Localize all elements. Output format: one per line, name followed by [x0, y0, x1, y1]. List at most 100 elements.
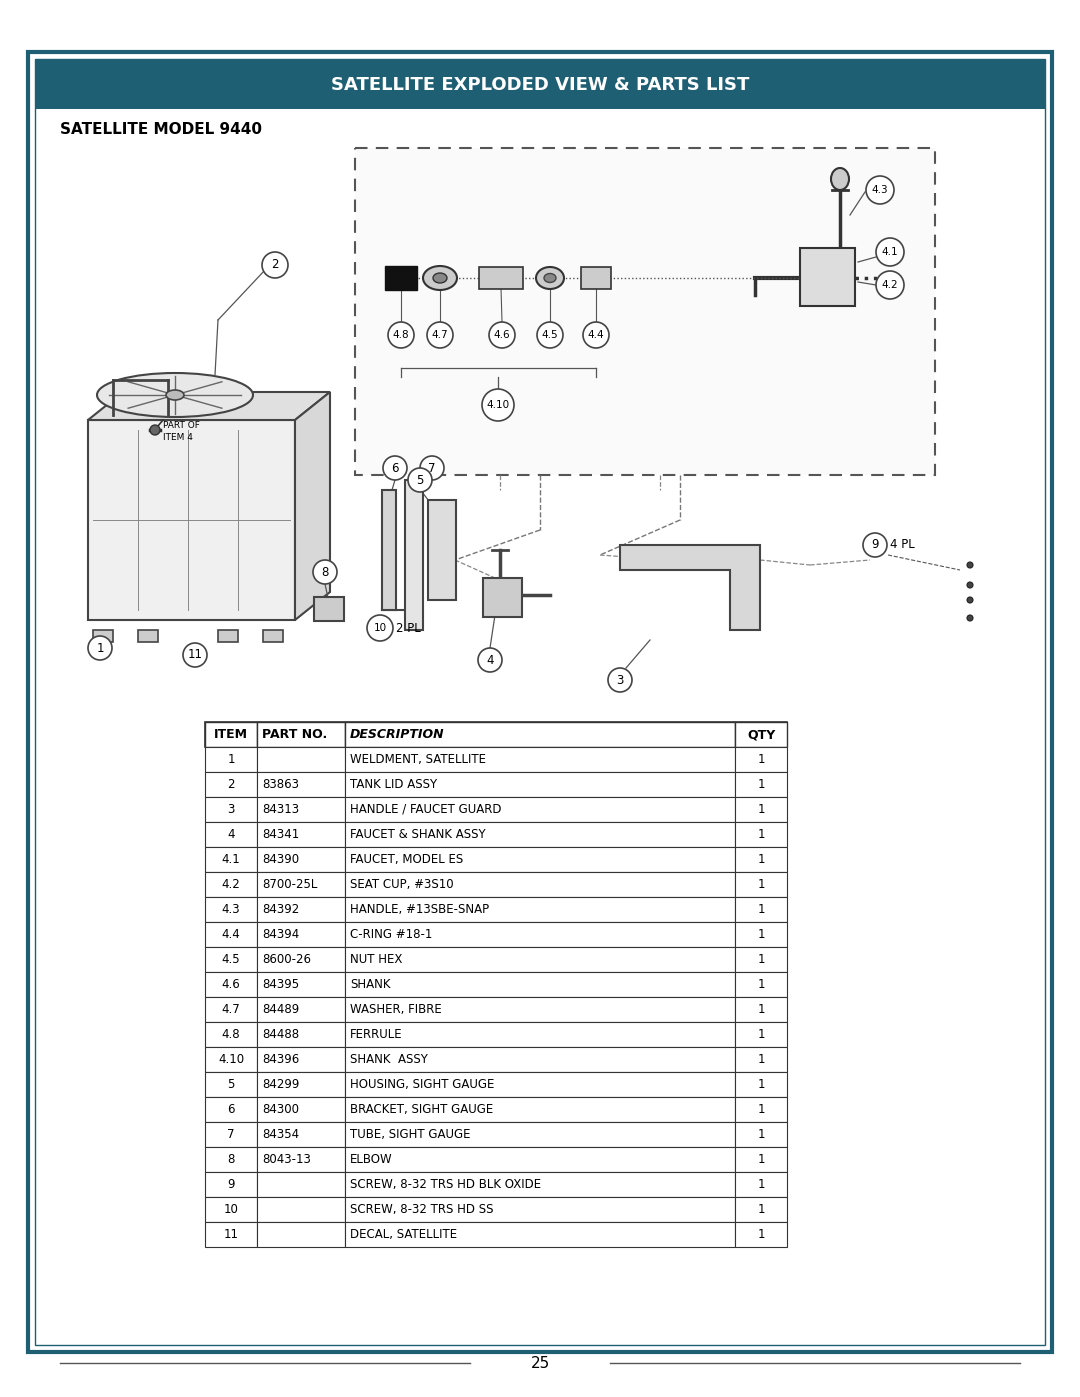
FancyBboxPatch shape [581, 267, 611, 289]
Bar [735, 821, 787, 847]
Bar [345, 1122, 735, 1147]
Text: 1: 1 [757, 877, 765, 891]
Bar [205, 872, 257, 897]
Text: SATELLITE EXPLODED VIEW & PARTS LIST: SATELLITE EXPLODED VIEW & PARTS LIST [330, 75, 750, 94]
Text: 11: 11 [224, 1228, 239, 1241]
Text: 1: 1 [757, 953, 765, 965]
Text: SHANK: SHANK [350, 978, 391, 990]
Bar [735, 922, 787, 947]
Text: 1: 1 [227, 753, 234, 766]
Bar [257, 922, 345, 947]
Text: 4 PL: 4 PL [890, 538, 915, 552]
Text: 1: 1 [757, 978, 765, 990]
Bar [345, 1046, 735, 1071]
Bar [257, 747, 345, 773]
Circle shape [262, 251, 288, 278]
Circle shape [383, 455, 407, 481]
Bar [384, 265, 417, 291]
Bar [345, 1097, 735, 1122]
Text: 4.1: 4.1 [881, 247, 899, 257]
Circle shape [863, 534, 887, 557]
Text: WASHER, FIBRE: WASHER, FIBRE [350, 1003, 442, 1016]
Text: QTY: QTY [747, 728, 775, 740]
Bar [257, 1046, 345, 1071]
Text: 4.6: 4.6 [221, 978, 241, 990]
Text: 4.10: 4.10 [218, 1053, 244, 1066]
Text: 1: 1 [757, 828, 765, 841]
Circle shape [866, 176, 894, 204]
Circle shape [967, 583, 973, 588]
Text: TANK LID ASSY: TANK LID ASSY [350, 778, 437, 791]
Bar [257, 947, 345, 972]
Text: 1: 1 [757, 1228, 765, 1241]
Text: 4.6: 4.6 [494, 330, 511, 339]
Text: 4.10: 4.10 [486, 400, 510, 409]
Circle shape [608, 668, 632, 692]
Bar [205, 1046, 257, 1071]
Bar [345, 1147, 735, 1172]
Bar [205, 821, 257, 847]
Text: 84341: 84341 [262, 828, 299, 841]
Text: HANDLE / FAUCET GUARD: HANDLE / FAUCET GUARD [350, 803, 501, 816]
Bar [93, 630, 113, 643]
Text: 6: 6 [227, 1104, 234, 1116]
Bar [735, 798, 787, 821]
Ellipse shape [166, 390, 184, 400]
Text: 7: 7 [429, 461, 435, 475]
FancyBboxPatch shape [483, 578, 522, 617]
FancyBboxPatch shape [355, 148, 935, 475]
Text: 2 PL: 2 PL [396, 622, 421, 634]
Bar [735, 722, 787, 747]
Text: 84313: 84313 [262, 803, 299, 816]
Text: 84390: 84390 [262, 854, 299, 866]
Bar [345, 897, 735, 922]
Circle shape [478, 648, 502, 672]
Text: FAUCET, MODEL ES: FAUCET, MODEL ES [350, 854, 463, 866]
Bar [257, 1097, 345, 1122]
Text: 1: 1 [757, 1053, 765, 1066]
Text: 7: 7 [227, 1127, 234, 1141]
Text: HANDLE, #13SBE-SNAP: HANDLE, #13SBE-SNAP [350, 902, 489, 916]
Bar [345, 1197, 735, 1222]
Bar [257, 1023, 345, 1046]
Bar [428, 500, 456, 599]
Bar [264, 630, 283, 643]
Text: FERRULE: FERRULE [350, 1028, 403, 1041]
Text: 1: 1 [757, 854, 765, 866]
Bar [257, 872, 345, 897]
Text: 84354: 84354 [262, 1127, 299, 1141]
Bar [218, 630, 238, 643]
Bar [205, 897, 257, 922]
Bar [257, 722, 345, 747]
Text: 4.8: 4.8 [221, 1028, 241, 1041]
Circle shape [967, 615, 973, 622]
Circle shape [967, 597, 973, 604]
Text: 1: 1 [757, 902, 765, 916]
Text: 10: 10 [224, 1203, 239, 1215]
Text: 1: 1 [757, 803, 765, 816]
Bar [257, 821, 345, 847]
Text: 25: 25 [530, 1355, 550, 1370]
Text: 9: 9 [227, 1178, 234, 1192]
Circle shape [482, 388, 514, 420]
Circle shape [967, 562, 973, 569]
Text: 4.5: 4.5 [542, 330, 558, 339]
Bar [257, 1071, 345, 1097]
Text: 1: 1 [757, 1104, 765, 1116]
Bar [345, 1023, 735, 1046]
Text: ITEM: ITEM [214, 728, 248, 740]
Ellipse shape [433, 272, 447, 284]
Polygon shape [620, 545, 760, 630]
Text: 1: 1 [757, 1127, 765, 1141]
Text: 84394: 84394 [262, 928, 299, 942]
Text: PART NO.: PART NO. [262, 728, 327, 740]
Text: 1: 1 [96, 641, 104, 655]
Text: 4.7: 4.7 [221, 1003, 241, 1016]
Bar [257, 897, 345, 922]
Bar [735, 1197, 787, 1222]
FancyBboxPatch shape [480, 267, 523, 289]
Text: 1: 1 [757, 1028, 765, 1041]
Text: 6: 6 [391, 461, 399, 475]
Bar [257, 1122, 345, 1147]
Text: 10: 10 [374, 623, 387, 633]
